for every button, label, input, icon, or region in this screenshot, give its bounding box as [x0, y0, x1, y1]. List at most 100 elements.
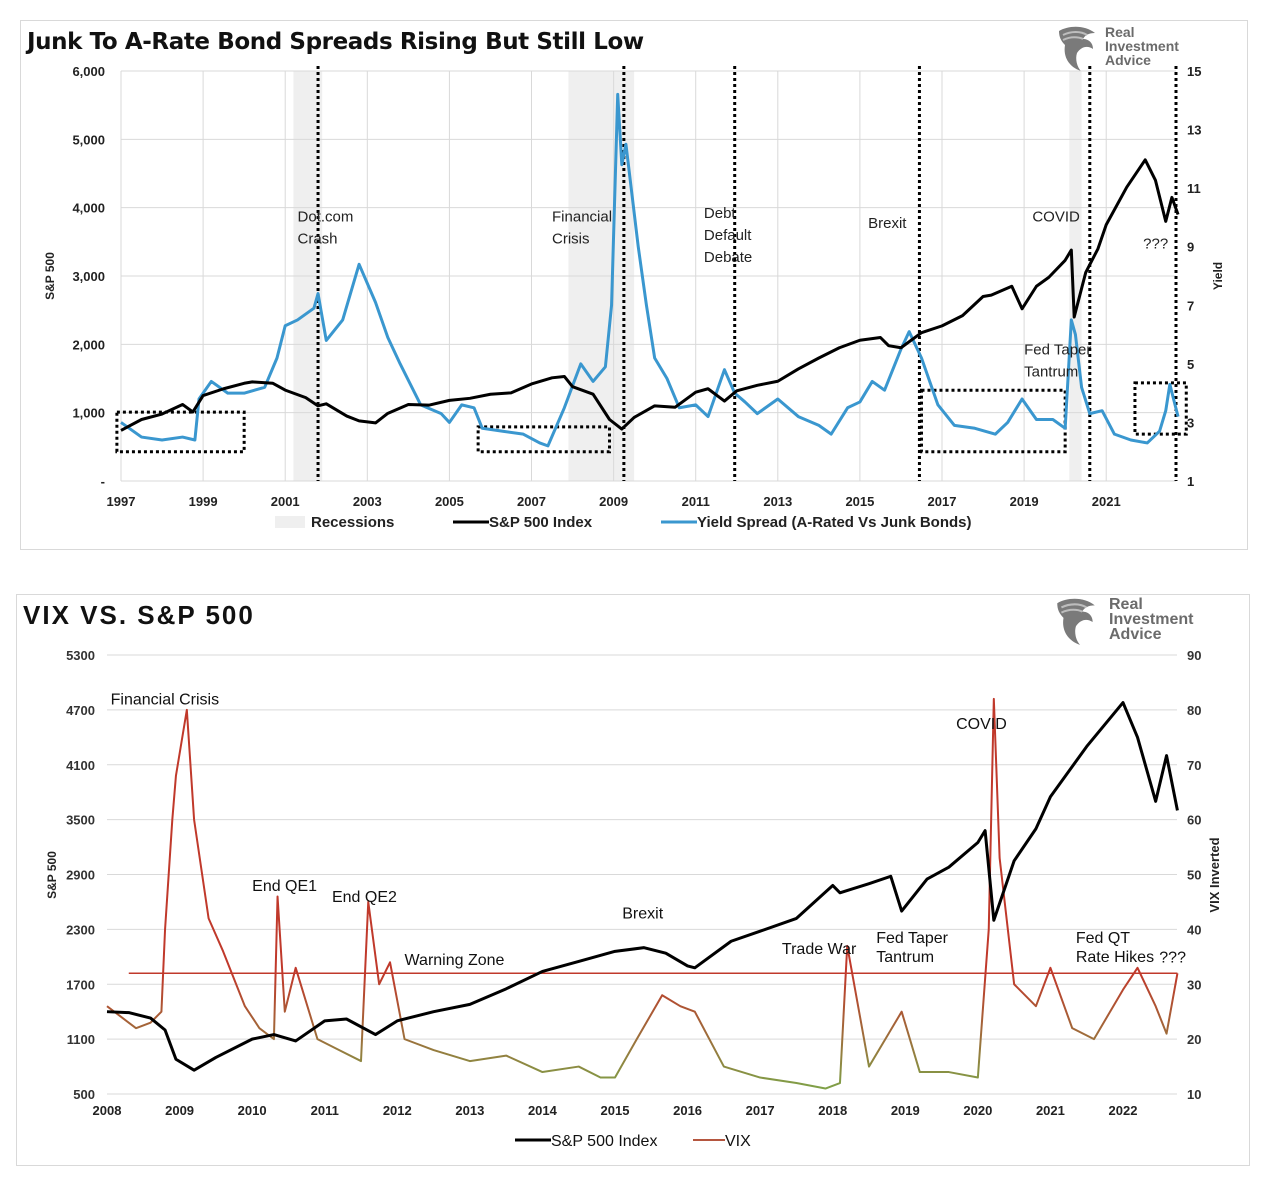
y-axis-label: S&P 500 [43, 252, 57, 300]
y2-tick-label: 9 [1187, 240, 1194, 255]
annotation-label: Financial Crisis [552, 208, 612, 247]
x-tick-label: 2015 [601, 1103, 630, 1118]
annotation-label: Warning Zone [405, 952, 505, 969]
y-tick-label: 2900 [66, 868, 95, 883]
x-tick-label: 2013 [455, 1103, 484, 1118]
vix-chart: 500 1100 1700 2300 2900 3500 4100 4700 5300 10 20 3… [45, 648, 1222, 1150]
y-tick-label: 4100 [66, 758, 95, 773]
y2-tick-label: 90 [1187, 648, 1201, 663]
annotation-label: ??? [1143, 236, 1168, 253]
y-axis-label: S&P 500 [45, 851, 59, 899]
low-spread-box [115, 410, 246, 454]
logo: Real Investment Advice [1051, 597, 1193, 647]
low-spread-box [476, 425, 612, 454]
x-tick-label: 2015 [845, 494, 874, 509]
annotation-label: COVID [956, 716, 1007, 733]
x-tick-label: 2017 [928, 494, 957, 509]
annotation-label: Debt Default Debate [704, 205, 752, 266]
x-tick-label: 2013 [763, 494, 792, 509]
y2-tick-label: 11 [1187, 181, 1201, 196]
x-tick-label: 2017 [746, 1103, 775, 1118]
annotation-label: End QE1 [252, 878, 317, 895]
y-tick-label: 2300 [66, 922, 95, 937]
y-tick-label: 3,000 [72, 269, 105, 284]
series-line-vix [106, 697, 1179, 1090]
x-tick-label: 2003 [353, 494, 382, 509]
x-tick-label: 1999 [189, 494, 218, 509]
logo-text-line3: Advice [1105, 52, 1151, 68]
y2-tick-label: 1 [1187, 474, 1194, 489]
x-tick-label: 2010 [238, 1103, 267, 1118]
annotation-label: ??? [1159, 949, 1186, 966]
x-tick-label: 1997 [107, 494, 136, 509]
y-tick-label: 4,000 [72, 201, 105, 216]
bond-spread-chart: -1,0002,0003,0004,0005,0006,000135791113… [43, 64, 1225, 531]
annotation-label: Brexit [868, 215, 907, 232]
y2-tick-label: 7 [1187, 298, 1194, 313]
annotation-label: Fed QT Rate Hikes [1076, 930, 1154, 966]
y2-tick-label: 60 [1187, 813, 1201, 828]
x-tick-label: 2021 [1092, 494, 1121, 509]
y2-tick-label: 13 [1187, 123, 1201, 138]
chart-title: Junk To A-Rate Bond Spreads Rising But S… [27, 29, 644, 55]
x-tick-label: 2012 [383, 1103, 412, 1118]
y2-axis-label: Yield [1211, 262, 1225, 290]
y2-tick-label: 50 [1187, 868, 1201, 883]
chart-panel-bond-spreads: Junk To A-Rate Bond Spreads Rising But S… [20, 20, 1248, 550]
legend-label: S&P 500 Index [551, 1133, 657, 1150]
x-tick-label: 2011 [682, 494, 710, 509]
x-tick-label: 2020 [963, 1103, 992, 1118]
x-tick-label: 2007 [517, 494, 546, 509]
y2-tick-label: 80 [1187, 703, 1201, 718]
y-tick-label: 3500 [66, 813, 95, 828]
annotation-label: End QE2 [332, 889, 397, 906]
y2-axis-label: VIX Inverted [1207, 837, 1222, 912]
y-tick-label: 5300 [66, 648, 95, 663]
x-tick-label: 2005 [435, 494, 464, 509]
y-tick-label: - [101, 474, 105, 489]
x-tick-label: 2001 [271, 494, 300, 509]
x-tick-label: 2008 [93, 1103, 122, 1118]
series-line-sp500 [120, 158, 1180, 432]
x-tick-label: 2021 [1036, 1103, 1065, 1118]
legend-label: VIX [725, 1133, 751, 1150]
y-tick-label: 5,000 [72, 132, 105, 147]
legend-label: Recessions [311, 514, 394, 531]
legend-swatch-recessions [275, 516, 305, 528]
annotation-label: Fed Taper Tantrum [876, 930, 948, 966]
y-tick-label: 1100 [67, 1032, 95, 1047]
logo-text-line2: Investment [1109, 611, 1194, 628]
logo-text-line2: Investment [1105, 38, 1179, 54]
y-tick-label: 500 [73, 1087, 95, 1102]
logo: Real Investment Advice [1055, 25, 1179, 73]
y-tick-label: 6,000 [72, 64, 105, 79]
y-tick-label: 1700 [66, 977, 95, 992]
x-tick-label: 2022 [1109, 1103, 1138, 1118]
annotation-label: COVID [1032, 208, 1080, 225]
eagle-head-icon [1057, 598, 1095, 645]
chart-title: VIX VS. S&P 500 [23, 600, 255, 630]
series-line-sp500 [106, 701, 1179, 1072]
y2-tick-label: 70 [1187, 758, 1201, 773]
logo-text-line3: Advice [1109, 626, 1162, 643]
low-spread-box [1133, 381, 1188, 436]
annotation-label: Trade War [782, 941, 857, 958]
x-tick-label: 2011 [311, 1103, 339, 1118]
annotation-label: Financial Crisis [111, 691, 219, 708]
eagle-head-icon [1059, 26, 1095, 71]
y2-tick-label: 3 [1187, 415, 1194, 430]
x-tick-label: 2019 [891, 1103, 920, 1118]
logo-text-line1: Real [1105, 24, 1135, 40]
logo-text-line1: Real [1109, 596, 1143, 613]
annotation-label: Brexit [622, 905, 663, 922]
y2-tick-label: 15 [1187, 64, 1201, 79]
y-tick-label: 2,000 [72, 337, 105, 352]
x-tick-label: 2009 [599, 494, 628, 509]
y-tick-label: 4700 [66, 703, 95, 718]
x-tick-label: 2019 [1010, 494, 1039, 509]
y2-tick-label: 40 [1187, 922, 1201, 937]
y2-tick-label: 5 [1187, 357, 1194, 372]
legend-label: Yield Spread (A-Rated Vs Junk Bonds) [697, 514, 972, 531]
x-tick-label: 2016 [673, 1103, 702, 1118]
series-line-yield-spread [120, 92, 1180, 448]
